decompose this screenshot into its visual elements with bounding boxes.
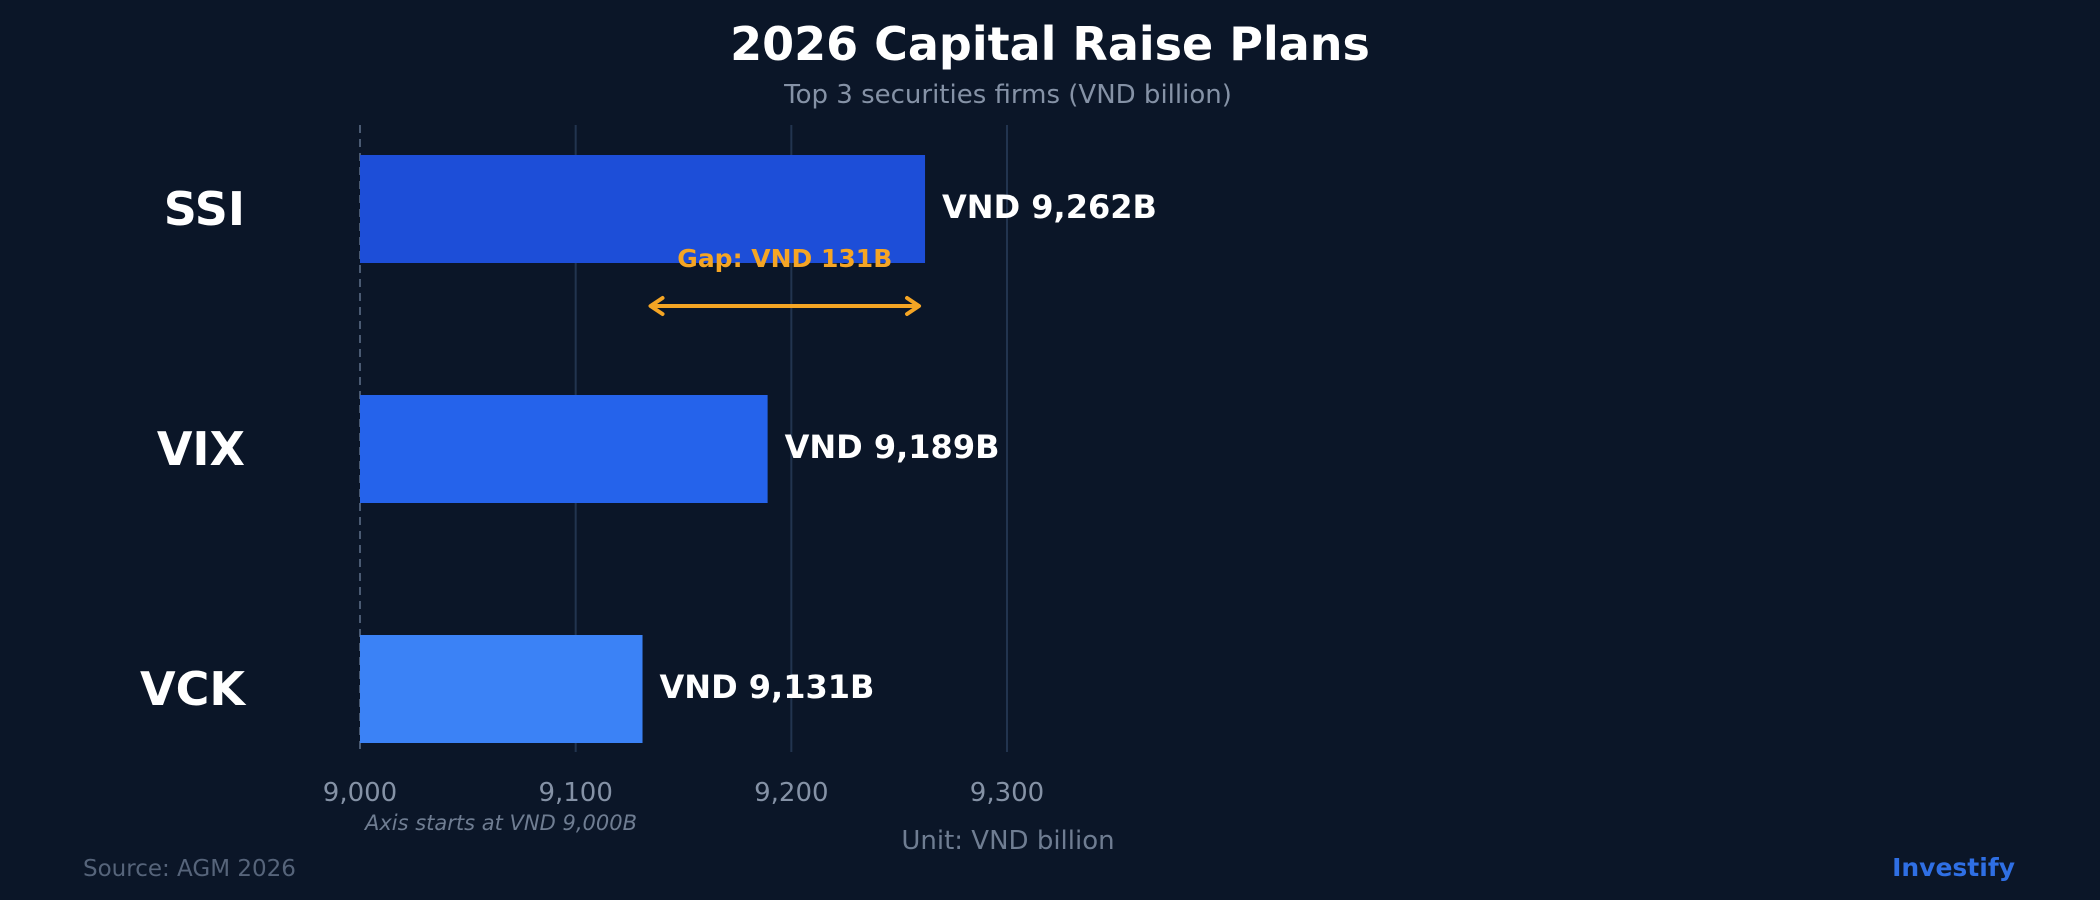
bar [360,395,768,503]
data-label: VND 9,189B [785,428,1000,466]
bars: SSI VND 9,262B VIX VND 9,189B VCK VND 9,131B [140,155,1157,743]
x-tick-label: 9,200 [754,778,828,808]
source-note: Source: AGM 2026 [83,856,296,882]
data-label: VND 9,262B [942,188,1157,226]
axis-note: Axis starts at VND 9,000B [363,811,637,835]
brand-logo: Investify [1892,853,2015,882]
bar [360,155,926,263]
category-label: VIX [157,422,245,476]
x-axis-label: Unit: VND billion [901,826,1114,856]
gap-arrow-head-left [648,296,665,316]
gap-arrow-head-right [905,296,922,316]
gap-annotation: Gap: VND 131B [648,244,922,316]
gap-annotation-label: Gap: VND 131B [677,244,892,273]
chart-title: 2026 Capital Raise Plans [730,17,1370,71]
x-axis: 9,000 9,100 9,200 9,300 [323,778,1044,808]
bar [360,635,643,743]
x-tick-label: 9,000 [323,778,397,808]
x-tick-label: 9,100 [538,778,612,808]
chart-subtitle: Top 3 securities firms (VND billion) [783,80,1232,110]
category-label: VCK [140,662,247,716]
x-tick-label: 9,300 [970,778,1044,808]
data-label: VND 9,131B [660,668,875,706]
category-label: SSI [164,182,245,236]
